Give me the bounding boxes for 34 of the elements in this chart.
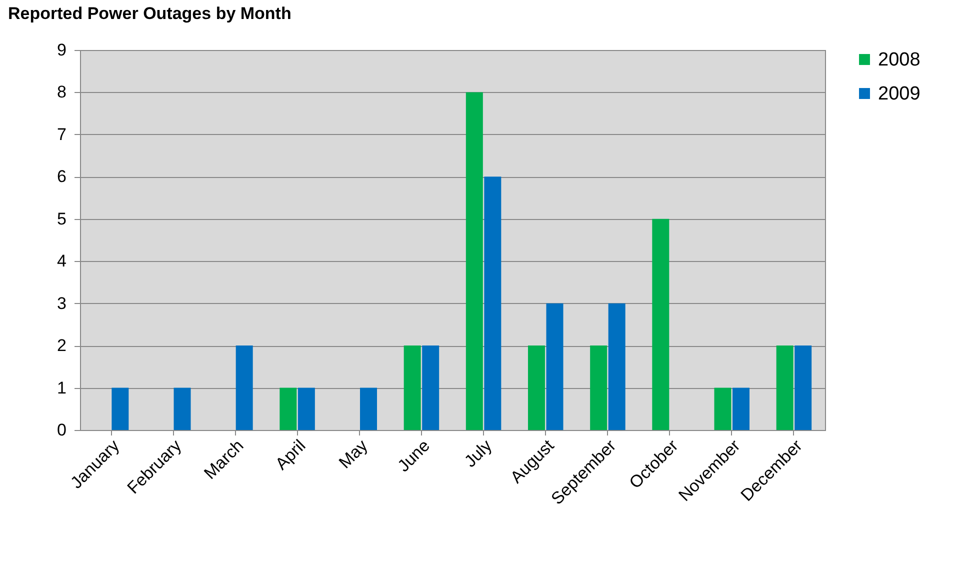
bar [112, 388, 129, 430]
y-tick-label: 1 [57, 378, 66, 398]
bar [546, 303, 564, 430]
y-tick-label: 9 [57, 40, 66, 60]
y-tick-label: 6 [57, 167, 66, 186]
bar [422, 346, 440, 430]
bar [714, 388, 732, 430]
bar [466, 92, 483, 430]
y-tick-label: 3 [57, 294, 66, 313]
bar [484, 176, 502, 430]
x-tick-label: May [335, 436, 372, 472]
legend-label: 2008 [878, 50, 920, 70]
y-tick-label: 0 [57, 420, 66, 440]
y-tick-label: 5 [57, 209, 66, 228]
bar [404, 346, 421, 430]
y-tick-label: 8 [57, 82, 66, 102]
legend-label: 2009 [878, 84, 920, 104]
bar [528, 346, 545, 430]
bar [236, 346, 253, 430]
y-tick-label: 4 [57, 252, 66, 271]
bar [174, 388, 191, 430]
y-tick-label: 2 [57, 336, 66, 356]
bar [652, 218, 670, 430]
bar [794, 346, 812, 430]
y-tick-label: 7 [57, 124, 66, 144]
bar [280, 388, 297, 430]
bar [776, 346, 794, 430]
x-tick-label: July [460, 436, 496, 471]
bar [732, 388, 750, 430]
chart-title: Reported Power Outages by Month [8, 4, 292, 23]
bar [360, 388, 378, 430]
bar [298, 388, 315, 430]
bar [590, 346, 608, 430]
bar [608, 303, 626, 430]
